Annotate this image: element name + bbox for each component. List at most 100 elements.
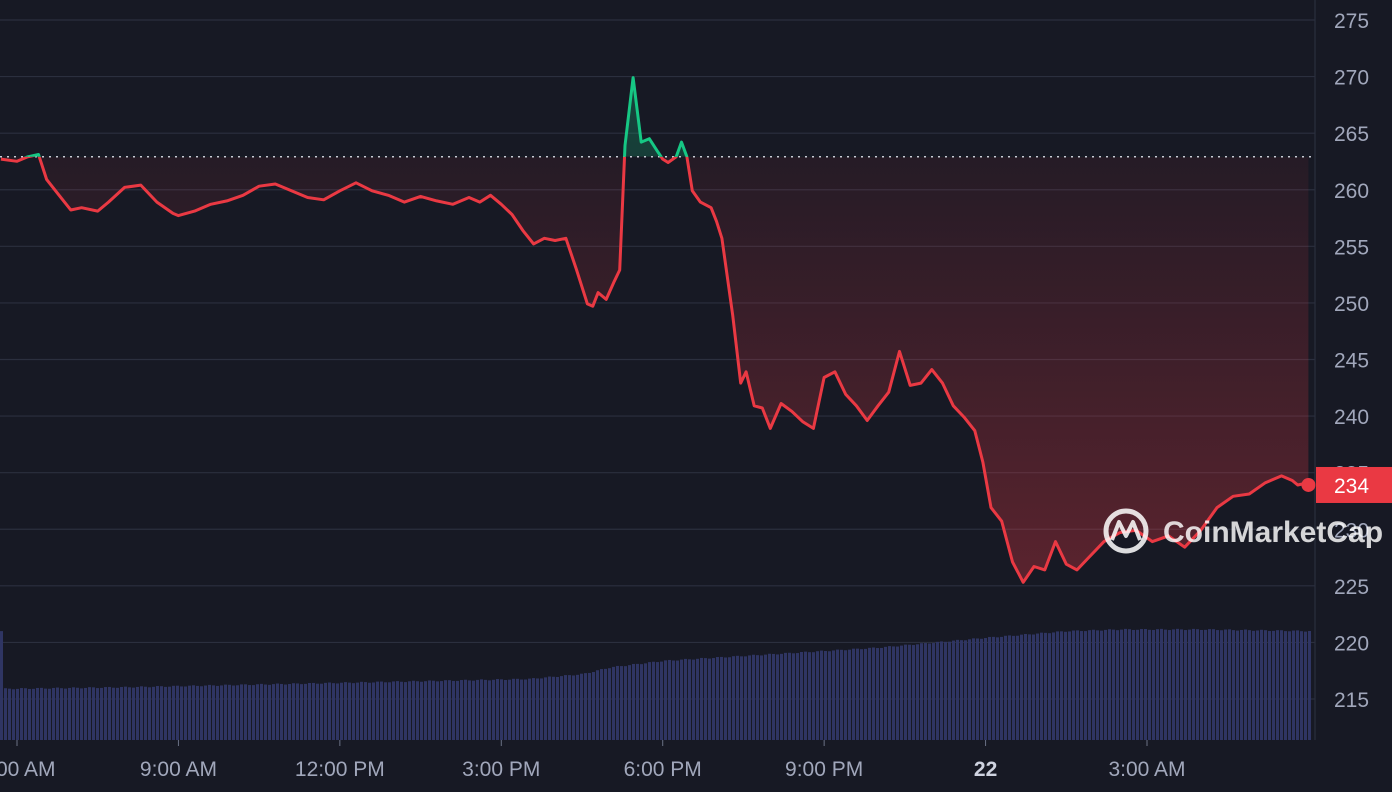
- volume-bar: [1176, 628, 1179, 740]
- volume-bar: [448, 680, 451, 740]
- volume-bar: [224, 684, 227, 740]
- volume-bar: [1220, 630, 1223, 740]
- volume-bar: [464, 679, 467, 740]
- volume-bar: [412, 680, 415, 740]
- volume-bar: [704, 658, 707, 740]
- volume-bar: [812, 652, 815, 740]
- volume-bar: [176, 685, 179, 740]
- volume-bar: [992, 636, 995, 740]
- volume-bar: [252, 685, 255, 740]
- volume-bar: [160, 686, 163, 740]
- x-tick-label: 9:00 PM: [785, 758, 863, 781]
- volume-bar: [172, 685, 175, 740]
- volume-bar: [1044, 632, 1047, 740]
- grid-lines: [0, 0, 1316, 740]
- volume-bar: [860, 649, 863, 740]
- volume-bar: [772, 653, 775, 740]
- volume-bar: [416, 681, 419, 740]
- volume-bar: [1308, 631, 1311, 740]
- volume-bar: [116, 687, 119, 740]
- volume-bar: [920, 643, 923, 740]
- volume-bar: [1000, 636, 1003, 740]
- volume-bar: [48, 688, 51, 740]
- volume-bar: [408, 681, 411, 740]
- volume-bar: [92, 687, 95, 740]
- volume-bar: [560, 676, 563, 740]
- volume-bar: [364, 682, 367, 740]
- y-axis: 215220225230235240245250255260265270275: [1334, 10, 1369, 712]
- volume-bar: [508, 679, 511, 740]
- volume-bar: [20, 688, 23, 740]
- volume-bar: [776, 654, 779, 740]
- x-tick-label: 12:00 PM: [295, 758, 385, 781]
- coinmarketcap-logo-icon: [1103, 508, 1149, 554]
- volume-bar: [248, 685, 251, 740]
- volume-bar: [1172, 629, 1175, 740]
- volume-bar: [208, 684, 211, 740]
- volume-bar: [964, 640, 967, 740]
- volume-bar: [1100, 630, 1103, 740]
- volume-bar: [488, 680, 491, 740]
- volume-bar: [428, 680, 431, 740]
- volume-bar: [36, 687, 39, 740]
- volume-bar: [1204, 629, 1207, 740]
- volume-bar: [1232, 630, 1235, 740]
- volume-bar: [324, 682, 327, 740]
- volume-bar: [1056, 631, 1059, 740]
- below-open-fill: [0, 156, 1309, 583]
- volume-bar: [1020, 634, 1023, 740]
- volume-bars: [0, 628, 1311, 740]
- volume-bar: [368, 682, 371, 740]
- volume-bar: [1284, 631, 1287, 740]
- volume-bar: [956, 639, 959, 740]
- volume-bar: [544, 677, 547, 740]
- volume-bar: [372, 682, 375, 740]
- volume-bar: [1208, 629, 1211, 740]
- volume-bar: [572, 675, 575, 740]
- volume-bar: [1292, 630, 1295, 740]
- volume-bar: [984, 638, 987, 740]
- x-tick-label: 22: [974, 758, 997, 781]
- current-price-badge: 234: [1316, 466, 1392, 503]
- volume-bar: [632, 663, 635, 740]
- volume-bar: [588, 672, 591, 740]
- volume-bar: [768, 653, 771, 740]
- volume-bar: [1116, 630, 1119, 740]
- volume-bar: [692, 659, 695, 740]
- volume-bar: [528, 678, 531, 740]
- volume-bar: [12, 689, 15, 740]
- volume-bar: [1124, 628, 1127, 740]
- volume-bar: [928, 643, 931, 740]
- volume-bar: [852, 648, 855, 740]
- volume-bar: [196, 685, 199, 740]
- volume-bar: [700, 657, 703, 740]
- volume-bar: [1212, 629, 1215, 740]
- volume-bar: [892, 646, 895, 740]
- volume-bar: [1076, 630, 1079, 740]
- volume-bar: [56, 687, 59, 740]
- volume-bar: [436, 681, 439, 740]
- volume-bar: [552, 676, 555, 740]
- volume-bar: [728, 657, 731, 740]
- volume-bar: [940, 641, 943, 740]
- volume-bar: [328, 682, 331, 740]
- volume-bar: [1288, 631, 1291, 740]
- volume-bar: [312, 682, 315, 740]
- volume-bar: [708, 658, 711, 740]
- volume-bar: [976, 638, 979, 740]
- volume-bar: [584, 673, 587, 740]
- volume-bar: [1024, 633, 1027, 740]
- volume-bar: [1028, 634, 1031, 740]
- volume-bar: [28, 688, 31, 740]
- volume-bar: [1052, 632, 1055, 740]
- volume-bar: [968, 639, 971, 740]
- volume-bar: [180, 686, 183, 740]
- volume-bar: [272, 684, 275, 740]
- volume-bar: [760, 655, 763, 740]
- volume-bar: [1280, 630, 1283, 740]
- volume-bar: [460, 680, 463, 740]
- volume-bar: [1260, 629, 1263, 740]
- volume-bar: [332, 683, 335, 740]
